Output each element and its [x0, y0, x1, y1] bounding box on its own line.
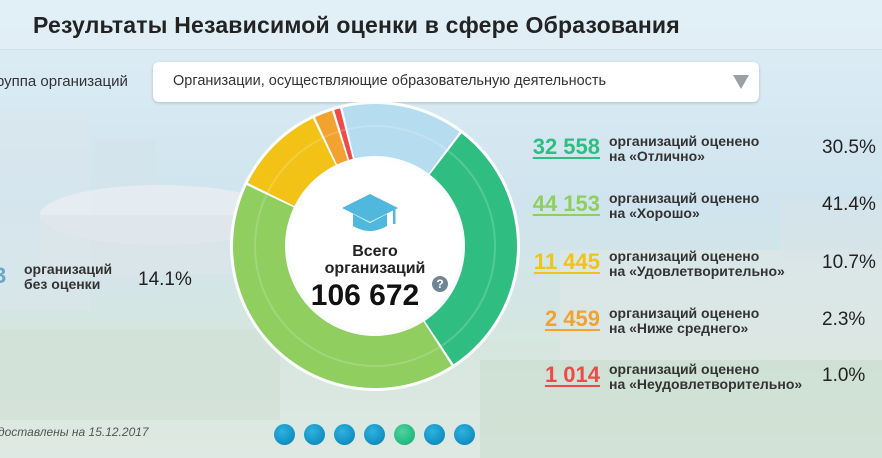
page-title: Результаты Независимой оценки в сфере Об…: [33, 12, 680, 38]
pager-dot[interactable]: [454, 424, 475, 445]
pager-dot[interactable]: [364, 424, 385, 445]
pager-dot[interactable]: [394, 424, 415, 445]
legend-row: 1 014 организаций оценено на «Неудовлетвор…: [520, 362, 882, 402]
donut-slice-shade: [254, 194, 441, 367]
legend-count-link[interactable]: 2 459: [544, 306, 600, 331]
legend-label: организаций оценено на «Отлично»: [609, 134, 759, 164]
legend-label-line1: организаций оценено: [609, 190, 760, 206]
legend-row: 11 445 организаций оценено на «Удовлетвори…: [520, 249, 882, 289]
legend-label-line2: на «Удовлетворительно»: [609, 263, 785, 279]
pager-dot[interactable]: [424, 424, 445, 445]
legend-label-line1: организаций оценено: [609, 361, 760, 377]
data-date-note: доставлены на 15.12.2017: [0, 425, 149, 439]
legend-label: организаций оценено на «Неудовлетворитель…: [609, 362, 802, 392]
donut-slice-shade: [323, 130, 339, 139]
pager-dot[interactable]: [334, 424, 355, 445]
unrated-percent: 14.1%: [138, 269, 192, 290]
unrated-label-line2: без оценки: [24, 276, 101, 292]
legend-label: организаций оценено на «Ниже среднего»: [609, 306, 759, 336]
legend-label-line2: на «Хорошо»: [609, 205, 700, 221]
legend-percent: 30.5%: [822, 137, 876, 158]
unrated-label: организаций без оценки: [24, 262, 134, 292]
donut-slice-shade: [340, 128, 346, 133]
legend-row: 32 558 организаций оценено на «Отлично» 30.…: [520, 134, 882, 174]
legend-row: 2 459 организаций оценено на «Ниже среднег…: [520, 306, 882, 346]
legend-row: 44 153 организаций оценено на «Хорошо» 41.4…: [520, 191, 882, 231]
legend-count-link[interactable]: 32 558: [532, 134, 600, 159]
legend-label-line2: на «Отлично»: [609, 148, 705, 164]
pager-dot[interactable]: [274, 424, 295, 445]
donut-slice: [424, 133, 517, 365]
legend-label-line2: на «Неудовлетворительно»: [609, 376, 803, 392]
donut-slice: [334, 108, 353, 160]
unrated-label-line1: организаций: [24, 261, 113, 277]
pager-dot[interactable]: [304, 424, 325, 445]
legend-percent: 2.3%: [822, 309, 866, 330]
legend-count-link[interactable]: 44 153: [532, 191, 600, 216]
legend-percent: 10.7%: [822, 252, 876, 273]
donut-slice-shade: [347, 125, 447, 151]
graduation-cap-icon: [342, 194, 398, 231]
legend-percent: 41.4%: [822, 194, 876, 215]
donut-slice-shade: [266, 137, 323, 194]
donut-slice-shade: [440, 150, 496, 347]
donut-slice: [232, 185, 452, 389]
help-icon[interactable]: ?: [432, 276, 448, 292]
total-label-line1: Всего: [352, 243, 398, 260]
legend-label-line1: организаций оценено: [609, 305, 760, 321]
donut-slice: [247, 118, 336, 207]
donut-slice: [342, 104, 460, 174]
total-label-line2: организаций: [324, 260, 426, 277]
total-label: Всего организаций: [305, 243, 445, 277]
unrated-count[interactable]: 3: [0, 263, 7, 288]
legend-count-link[interactable]: 1 014: [544, 362, 600, 387]
legend-label-line1: организаций оценено: [609, 248, 760, 264]
header-bar: Результаты Независимой оценки в сфере Об…: [0, 0, 882, 50]
total-value: 106 672: [310, 279, 420, 312]
organization-group-label: руппа организаций: [0, 73, 128, 90]
organization-group-selected-value: Организации, осуществляющие образователь…: [173, 73, 607, 89]
legend-label-line2: на «Ниже среднего»: [609, 320, 749, 336]
legend-count-link[interactable]: 11 445: [533, 249, 600, 274]
legend-label-line1: организаций оценено: [609, 133, 760, 149]
legend-label: организаций оценено на «Удовлетворительно…: [609, 249, 785, 279]
donut-slice: [315, 110, 348, 165]
donut-center: [289, 160, 461, 332]
legend-percent: 1.0%: [822, 365, 866, 386]
legend-label: организаций оценено на «Хорошо»: [609, 191, 759, 221]
chevron-down-icon: [733, 75, 749, 89]
organization-group-select[interactable]: Организации, осуществляющие образователь…: [153, 62, 759, 102]
